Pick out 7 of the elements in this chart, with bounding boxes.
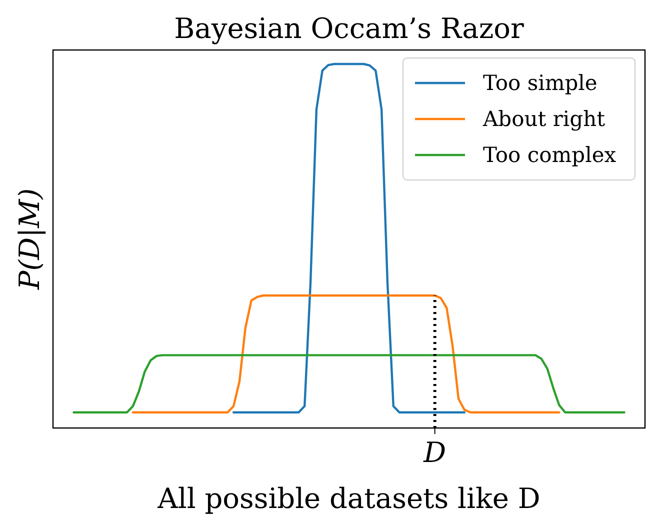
legend-label: Too simple xyxy=(483,71,598,95)
text: D xyxy=(422,436,446,469)
legend-label: About right xyxy=(482,107,606,131)
y-axis-title: P(D|M) xyxy=(13,188,46,291)
x-axis-title: All possible datasets like D xyxy=(156,482,540,515)
legend-label: Too complex xyxy=(483,143,616,167)
chart-title: Bayesian Occam’s Razor xyxy=(174,12,524,45)
